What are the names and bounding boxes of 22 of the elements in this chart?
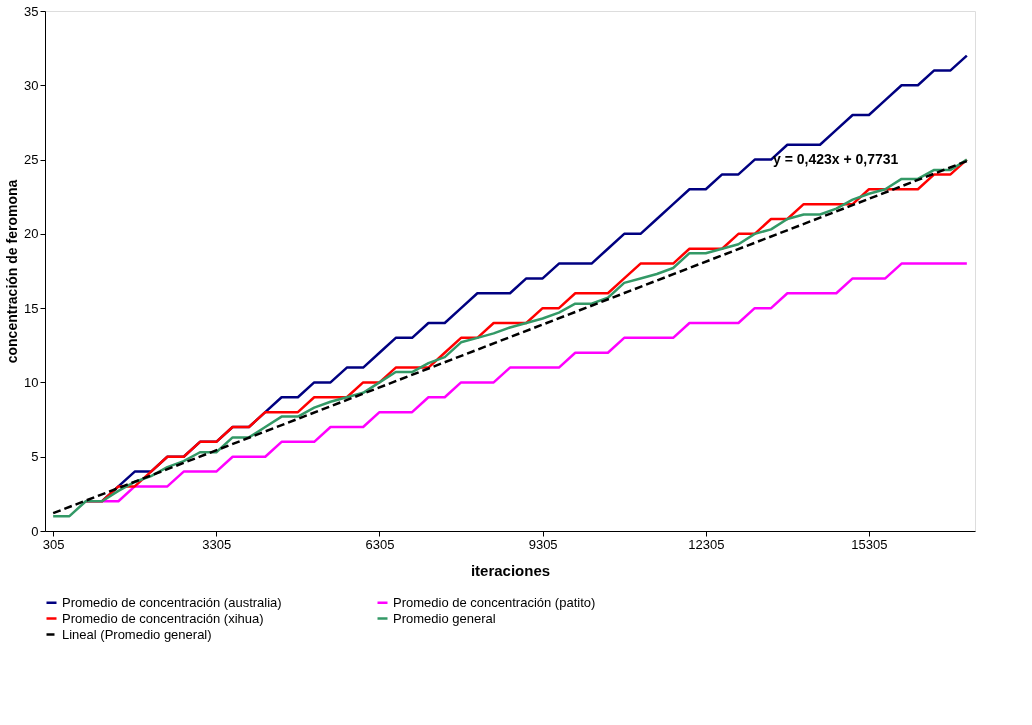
legend-label: Lineal (Promedio general) — [62, 626, 212, 642]
y-tick-label: 30 — [24, 77, 39, 93]
legend-label: Promedio de concentración (patito) — [393, 594, 596, 610]
x-axis-title: iteraciones — [470, 561, 551, 579]
x-tick-label: 305 — [42, 536, 65, 552]
y-tick-label: 0 — [31, 523, 39, 539]
x-tick-label: 12305 — [688, 536, 725, 552]
annotation: y = 0,423x + 0,7731 — [773, 150, 899, 167]
y-tick-label: 15 — [24, 300, 39, 316]
legend-label: Promedio de concentración (australia) — [62, 594, 282, 610]
x-tick-label: 6305 — [365, 536, 395, 552]
y-tick-label: 10 — [24, 374, 39, 390]
y-tick-label: 20 — [24, 226, 39, 242]
x-tick-label: 3305 — [202, 536, 232, 552]
y-tick-label: 35 — [24, 3, 39, 19]
y-tick-label: 25 — [24, 152, 39, 168]
x-tick-label: 15305 — [851, 536, 888, 552]
legend-label: Promedio general — [393, 610, 496, 626]
legend-label: Promedio de concentración (xihua) — [62, 610, 264, 626]
y-tick-label: 5 — [31, 449, 39, 465]
x-tick-label: 9305 — [528, 536, 558, 552]
y-axis-title: concentración de feromona — [4, 179, 21, 364]
